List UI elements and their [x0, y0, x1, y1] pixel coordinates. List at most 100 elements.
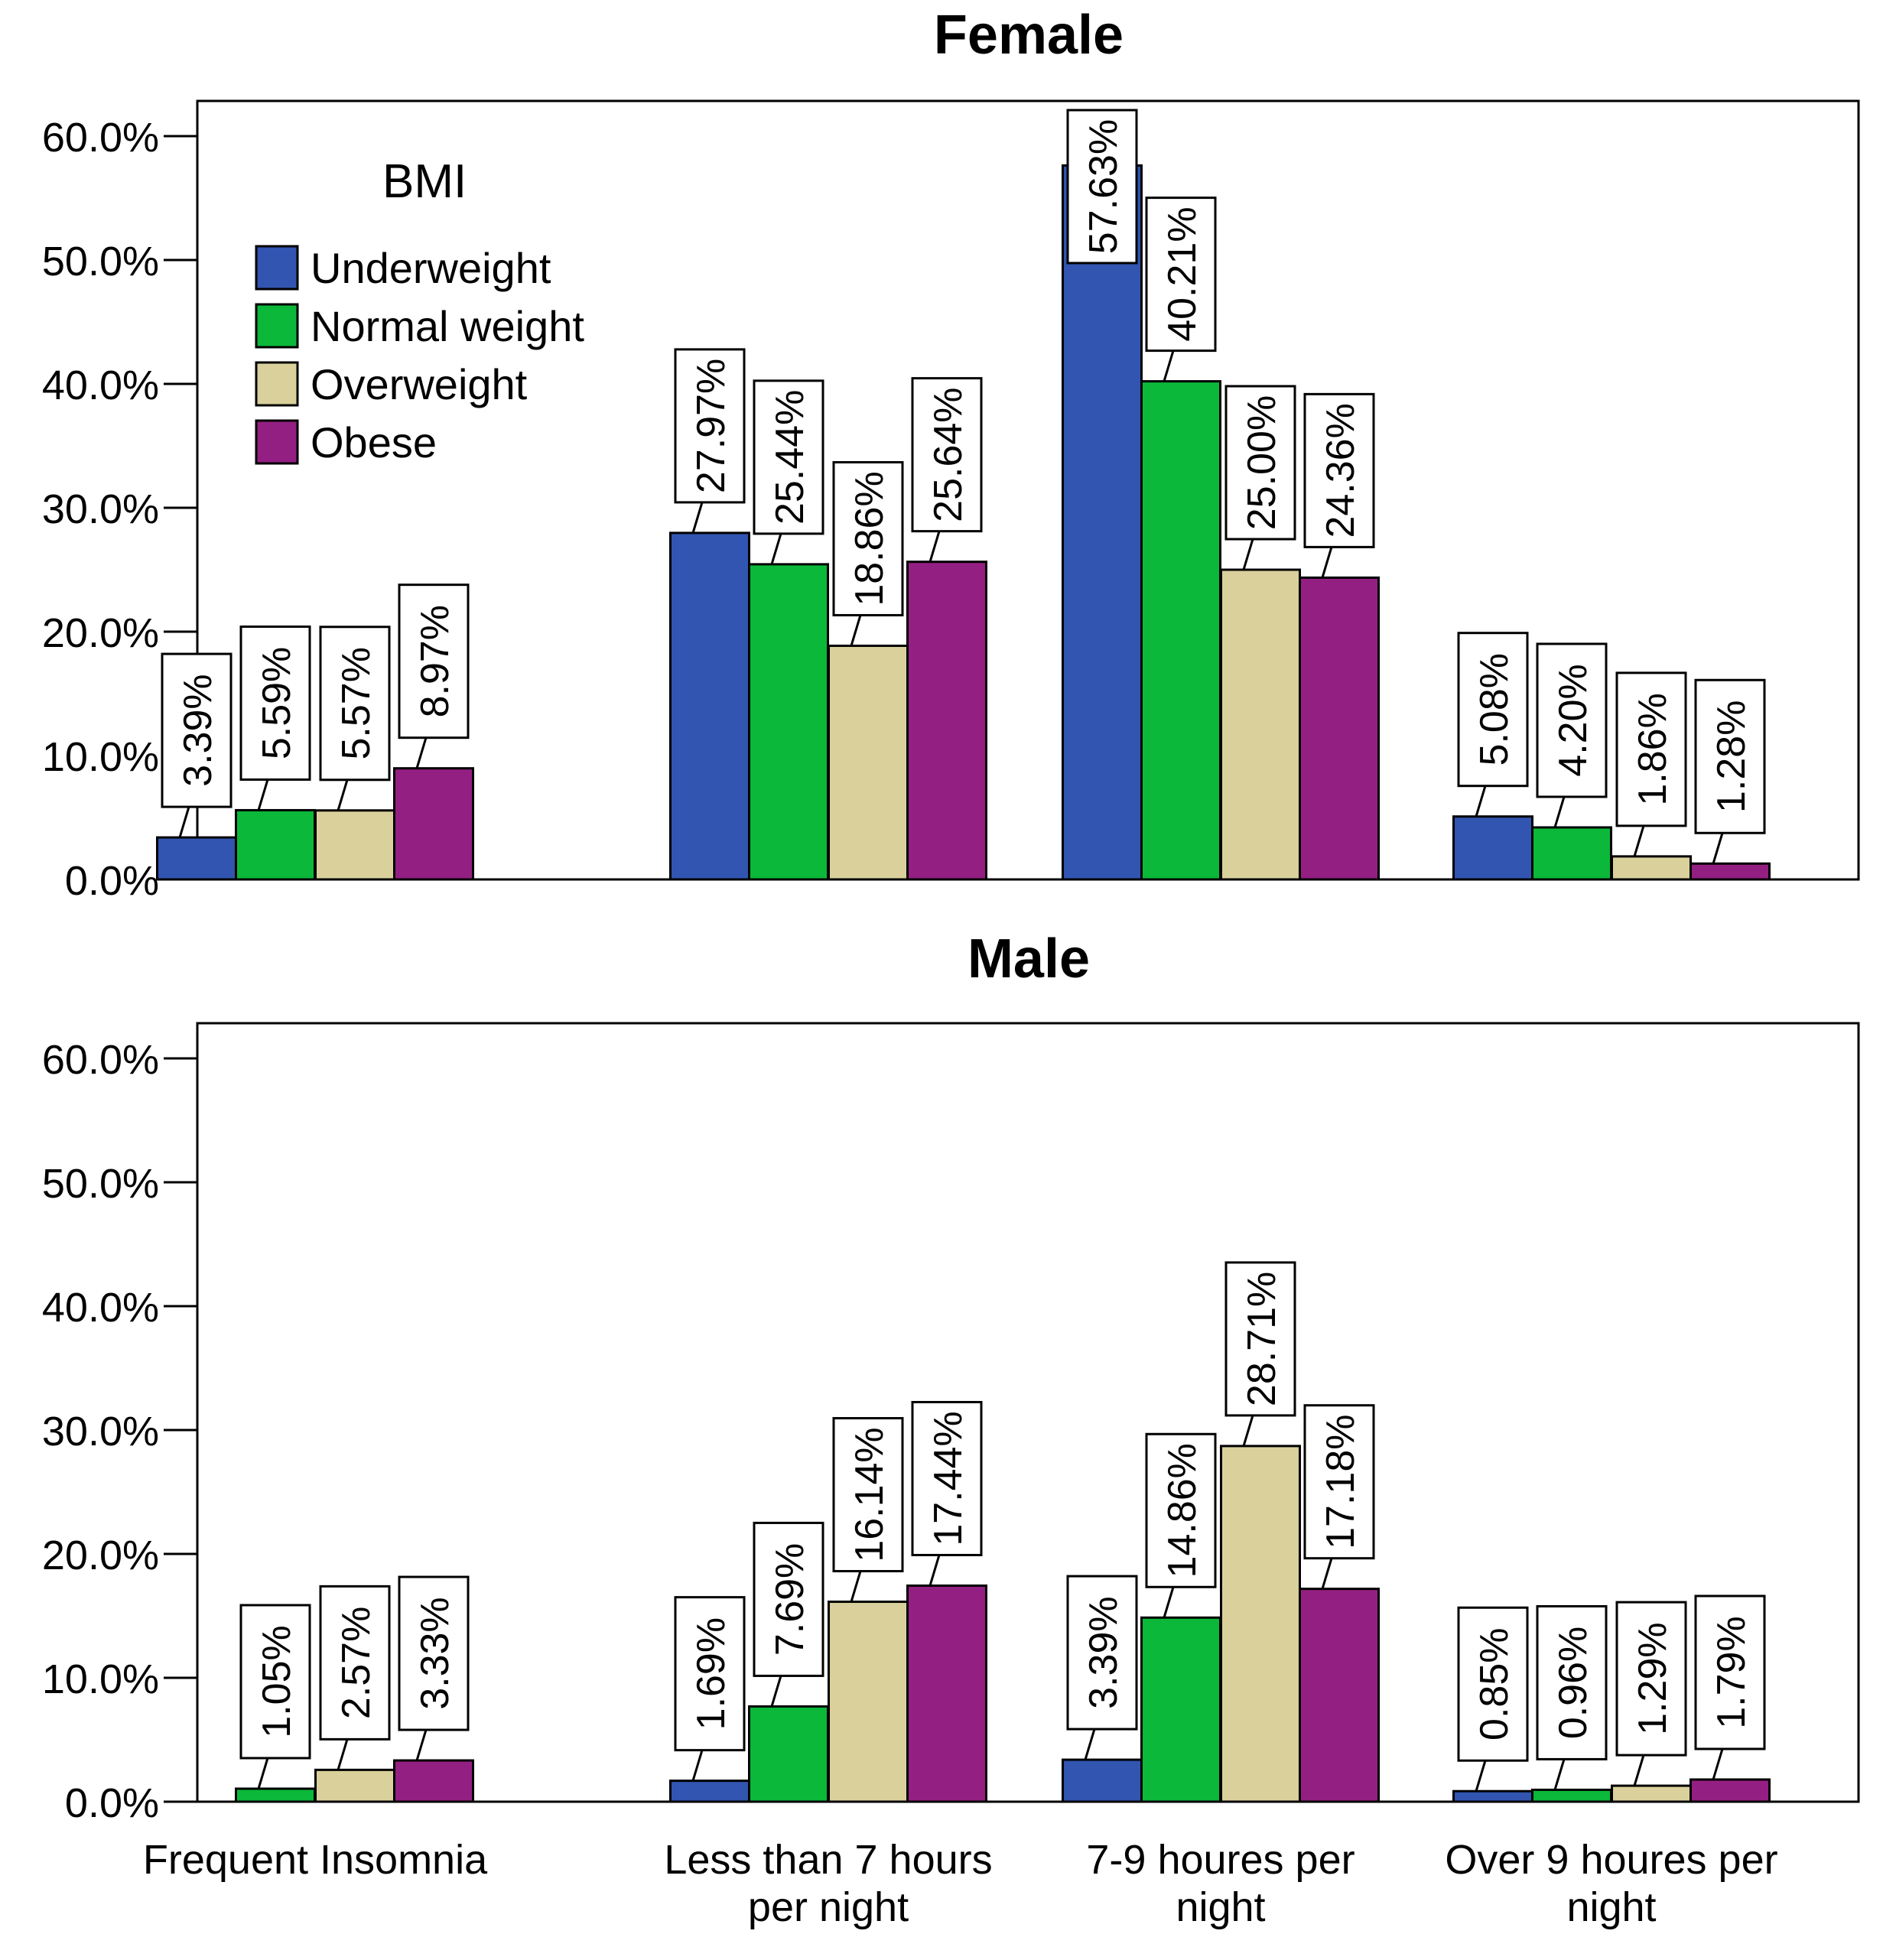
data-label-leader: [850, 1571, 862, 1602]
data-label-box: [1694, 1594, 1766, 1750]
data-label-box: [1536, 642, 1608, 798]
bar-obese: [906, 1584, 987, 1803]
data-label-box: [1615, 1601, 1687, 1757]
bar-normal-weight: [1531, 826, 1612, 881]
data-label: 8.97%: [413, 605, 457, 717]
bar-underweight: [1452, 1789, 1533, 1803]
data-label-leader: [1475, 785, 1487, 817]
bar-normal-weight: [748, 1705, 829, 1803]
bar-obese: [906, 561, 987, 881]
data-label-box: [319, 626, 391, 782]
y-tick-label: 10.0%: [42, 734, 159, 780]
y-tick-label: 20.0%: [42, 1533, 159, 1578]
data-label-leader: [257, 1757, 269, 1789]
data-label-leader: [415, 737, 428, 769]
bar-overweight: [828, 644, 909, 881]
legend-label: Overweight: [311, 360, 528, 408]
data-label-leader: [1084, 1728, 1096, 1760]
data-label-box: [239, 1604, 311, 1760]
y-tick-label: 0.0%: [65, 858, 159, 904]
x-tick-label: night: [1566, 1884, 1656, 1930]
data-label: 3.39%: [1081, 1596, 1126, 1708]
data-label: 25.00%: [1240, 395, 1284, 530]
data-label: 1.69%: [689, 1617, 733, 1730]
data-label: 24.36%: [1319, 403, 1363, 538]
data-label: 5.59%: [255, 647, 299, 759]
legend-swatch: [255, 245, 299, 291]
data-label-leader: [850, 615, 862, 646]
data-label: 17.18%: [1319, 1414, 1363, 1549]
data-label-leader: [415, 1729, 428, 1761]
data-label-leader: [770, 533, 782, 565]
legend-title: BMI: [382, 155, 467, 208]
data-label-leader: [770, 1675, 782, 1707]
plot-frame: [196, 99, 1860, 881]
data-label-box: [1145, 197, 1217, 353]
legend-swatch: [255, 419, 299, 465]
data-label-leader: [1633, 825, 1645, 857]
data-label: 0.96%: [1551, 1627, 1595, 1739]
data-label-box: [1615, 671, 1687, 827]
x-tick-label: night: [1176, 1884, 1265, 1930]
data-label: 57.63%: [1081, 119, 1126, 254]
x-tick-label: Over 9 houres per: [1445, 1837, 1777, 1883]
data-label-box: [1457, 1606, 1529, 1762]
bar-normal-weight: [1140, 1616, 1221, 1803]
data-label: 2.57%: [334, 1607, 379, 1719]
legend-label: Obese: [311, 418, 437, 466]
bar-overweight: [828, 1601, 909, 1803]
data-label-box: [1145, 1432, 1217, 1588]
data-label-box: [832, 460, 904, 616]
data-label-leader: [1242, 1415, 1254, 1447]
data-label: 40.21%: [1160, 206, 1205, 341]
data-label: 18.86%: [847, 471, 892, 606]
legend-label: Normal weight: [311, 302, 584, 350]
data-label: 27.97%: [689, 359, 733, 493]
y-tick-label: 10.0%: [42, 1656, 159, 1702]
data-label: 17.44%: [926, 1411, 971, 1546]
x-tick-label: Frequent Insomnia: [143, 1837, 488, 1883]
data-label-box: [1536, 1604, 1608, 1760]
y-tick-label: 0.0%: [65, 1780, 159, 1826]
bar-overweight: [1220, 1445, 1301, 1803]
data-label-box: [239, 625, 311, 781]
data-label-box: [911, 1400, 983, 1556]
data-label: 1.05%: [255, 1625, 299, 1737]
data-label-leader: [1553, 796, 1566, 828]
bar-normal-weight: [1531, 1788, 1612, 1803]
chart-title: Female: [934, 5, 1124, 66]
bar-obese: [393, 767, 474, 881]
data-label: 5.57%: [334, 647, 379, 759]
data-label: 16.14%: [847, 1427, 892, 1562]
data-label-box: [753, 379, 824, 535]
data-label-box: [1457, 632, 1529, 788]
bar-normal-weight: [748, 563, 829, 881]
data-label-box: [674, 348, 746, 504]
data-label-leader: [1163, 350, 1175, 382]
data-label: 5.08%: [1472, 653, 1517, 765]
data-label-leader: [1242, 538, 1254, 570]
data-label: 1.86%: [1631, 693, 1675, 805]
data-label-box: [1303, 1404, 1375, 1560]
y-tick-label: 30.0%: [42, 1409, 159, 1455]
bar-obese: [1689, 1778, 1771, 1803]
bar-normal-weight: [1140, 380, 1221, 881]
bar-normal-weight: [235, 1787, 316, 1803]
data-label: 1.28%: [1709, 700, 1754, 813]
data-label-leader: [337, 1738, 349, 1770]
bar-underweight: [669, 531, 750, 881]
x-tick-label: 7-9 houres per: [1086, 1837, 1355, 1883]
data-label: 1.79%: [1709, 1616, 1754, 1728]
y-tick-label: 50.0%: [42, 239, 159, 284]
data-label: 28.71%: [1240, 1272, 1284, 1406]
bar-underweight: [1062, 1758, 1143, 1803]
bar-obese: [393, 1759, 474, 1803]
y-tick-label: 60.0%: [42, 115, 159, 161]
data-label-box: [832, 1417, 904, 1573]
data-label: 0.85%: [1472, 1628, 1517, 1741]
bar-normal-weight: [235, 808, 316, 881]
data-label-leader: [928, 531, 941, 563]
bar-underweight: [1062, 164, 1143, 881]
